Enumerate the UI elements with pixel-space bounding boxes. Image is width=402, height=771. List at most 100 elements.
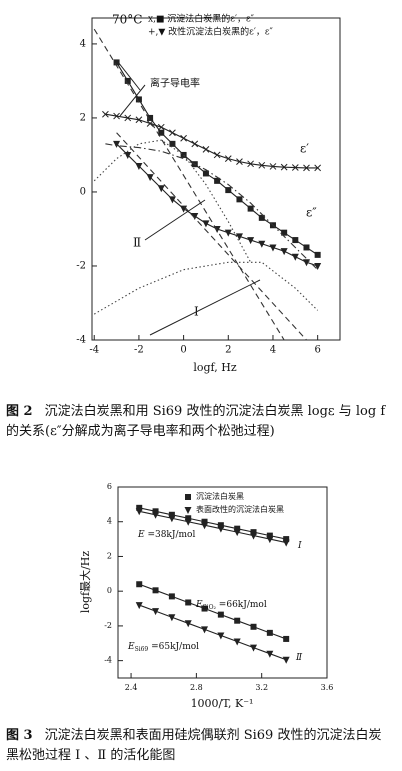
marker — [191, 213, 199, 221]
annotation-subscript: Si69 — [135, 646, 149, 653]
marker-stroke — [135, 116, 143, 124]
arrow — [149, 279, 261, 336]
marker — [201, 522, 209, 530]
marker — [314, 164, 322, 172]
marker-stroke — [247, 160, 254, 168]
annotation-symbol: E — [137, 530, 145, 540]
y-tick-label: -2 — [104, 621, 112, 630]
y-tick-label: 6 — [107, 482, 112, 491]
arrow — [119, 84, 146, 117]
marker — [135, 508, 143, 516]
marker — [201, 605, 208, 612]
marker — [185, 494, 191, 500]
legend-entry: x,■ 沉淀法白炭黑的ε′，ε″ — [148, 13, 255, 25]
marker — [168, 614, 176, 622]
marker — [303, 244, 310, 251]
marker — [168, 515, 176, 523]
marker — [152, 587, 159, 594]
marker — [236, 196, 243, 203]
marker — [180, 134, 187, 142]
marker — [191, 140, 199, 148]
marker — [281, 229, 288, 236]
marker — [269, 244, 277, 252]
marker — [152, 608, 160, 616]
annotation: ε″ — [306, 206, 317, 220]
x-tick-label: 3.6 — [321, 683, 334, 692]
marker — [168, 511, 175, 518]
series-line — [139, 604, 287, 661]
marker — [247, 160, 254, 168]
marker — [283, 536, 290, 543]
caption: 图 3 沉淀法白炭黑和表面用硅烷偶联剂 Si69 改性的沉淀法白炭黑松弛过程 Ⅰ … — [6, 726, 394, 766]
marker — [250, 644, 258, 652]
marker — [185, 599, 192, 606]
marker — [157, 185, 165, 193]
marker — [184, 518, 192, 526]
marker — [217, 525, 225, 533]
annotation: E =38kJ/mol — [137, 530, 195, 540]
marker — [152, 511, 160, 519]
marker — [314, 251, 321, 258]
marker — [124, 77, 131, 84]
series-line — [105, 143, 319, 271]
series-line — [116, 132, 307, 341]
series-line — [105, 113, 318, 169]
annotation-symbol: E — [127, 642, 135, 652]
marker — [250, 532, 258, 540]
y-tick-label: 4 — [80, 38, 86, 49]
marker — [124, 151, 132, 159]
marker-stroke — [213, 151, 221, 159]
marker — [102, 110, 109, 118]
marker-stroke — [157, 123, 165, 131]
series-line — [116, 143, 318, 267]
marker — [146, 174, 154, 182]
marker — [201, 626, 209, 634]
annotation: ESi69 =65kJ/mol — [127, 642, 199, 653]
y-tick-label: -4 — [76, 335, 86, 346]
marker — [201, 518, 208, 525]
marker — [152, 508, 159, 515]
marker — [185, 515, 192, 522]
marker-stroke — [224, 155, 232, 162]
marker — [136, 504, 143, 511]
y-tick-label: -4 — [104, 656, 112, 665]
marker-stroke — [102, 110, 109, 118]
plot-frame — [117, 486, 328, 679]
arrow — [144, 199, 206, 241]
marker — [280, 163, 288, 171]
caption-text: 沉淀法白炭黑和用 Si69 改性的沉淀法白炭黑 logε 与 log f 的关系… — [6, 404, 386, 439]
x-axis-label: 1000/T, K⁻¹ — [191, 697, 254, 710]
legend-entry: 表面改性的沉淀法白炭黑 — [196, 504, 284, 514]
marker — [258, 161, 266, 169]
marker — [269, 163, 277, 170]
marker — [184, 507, 192, 514]
marker-stroke — [113, 112, 120, 120]
plot-frame — [91, 17, 341, 341]
marker — [113, 140, 121, 148]
annotation-symbol: Ⅱ — [295, 653, 303, 663]
marker — [280, 248, 288, 256]
marker — [236, 158, 243, 165]
marker — [135, 602, 143, 610]
marker — [136, 581, 143, 588]
x-tick-label: 3.2 — [255, 683, 268, 692]
annotation: ESiO₂ =66kJ/mol — [195, 600, 267, 611]
marker — [135, 163, 143, 171]
annotation-text: =66kJ/mol — [216, 600, 267, 610]
marker — [266, 650, 274, 658]
marker — [247, 237, 255, 245]
marker — [168, 196, 176, 204]
x-tick-label: 0 — [180, 345, 186, 356]
marker — [233, 638, 241, 646]
marker — [235, 233, 243, 241]
series-line — [93, 261, 319, 315]
marker-stroke — [169, 129, 176, 137]
series-line — [93, 139, 252, 263]
marker — [314, 262, 322, 270]
annotation-symbol: E — [195, 600, 203, 610]
marker-stroke — [146, 120, 154, 127]
series-line — [139, 510, 287, 544]
series-line — [139, 507, 287, 540]
marker — [135, 96, 142, 103]
